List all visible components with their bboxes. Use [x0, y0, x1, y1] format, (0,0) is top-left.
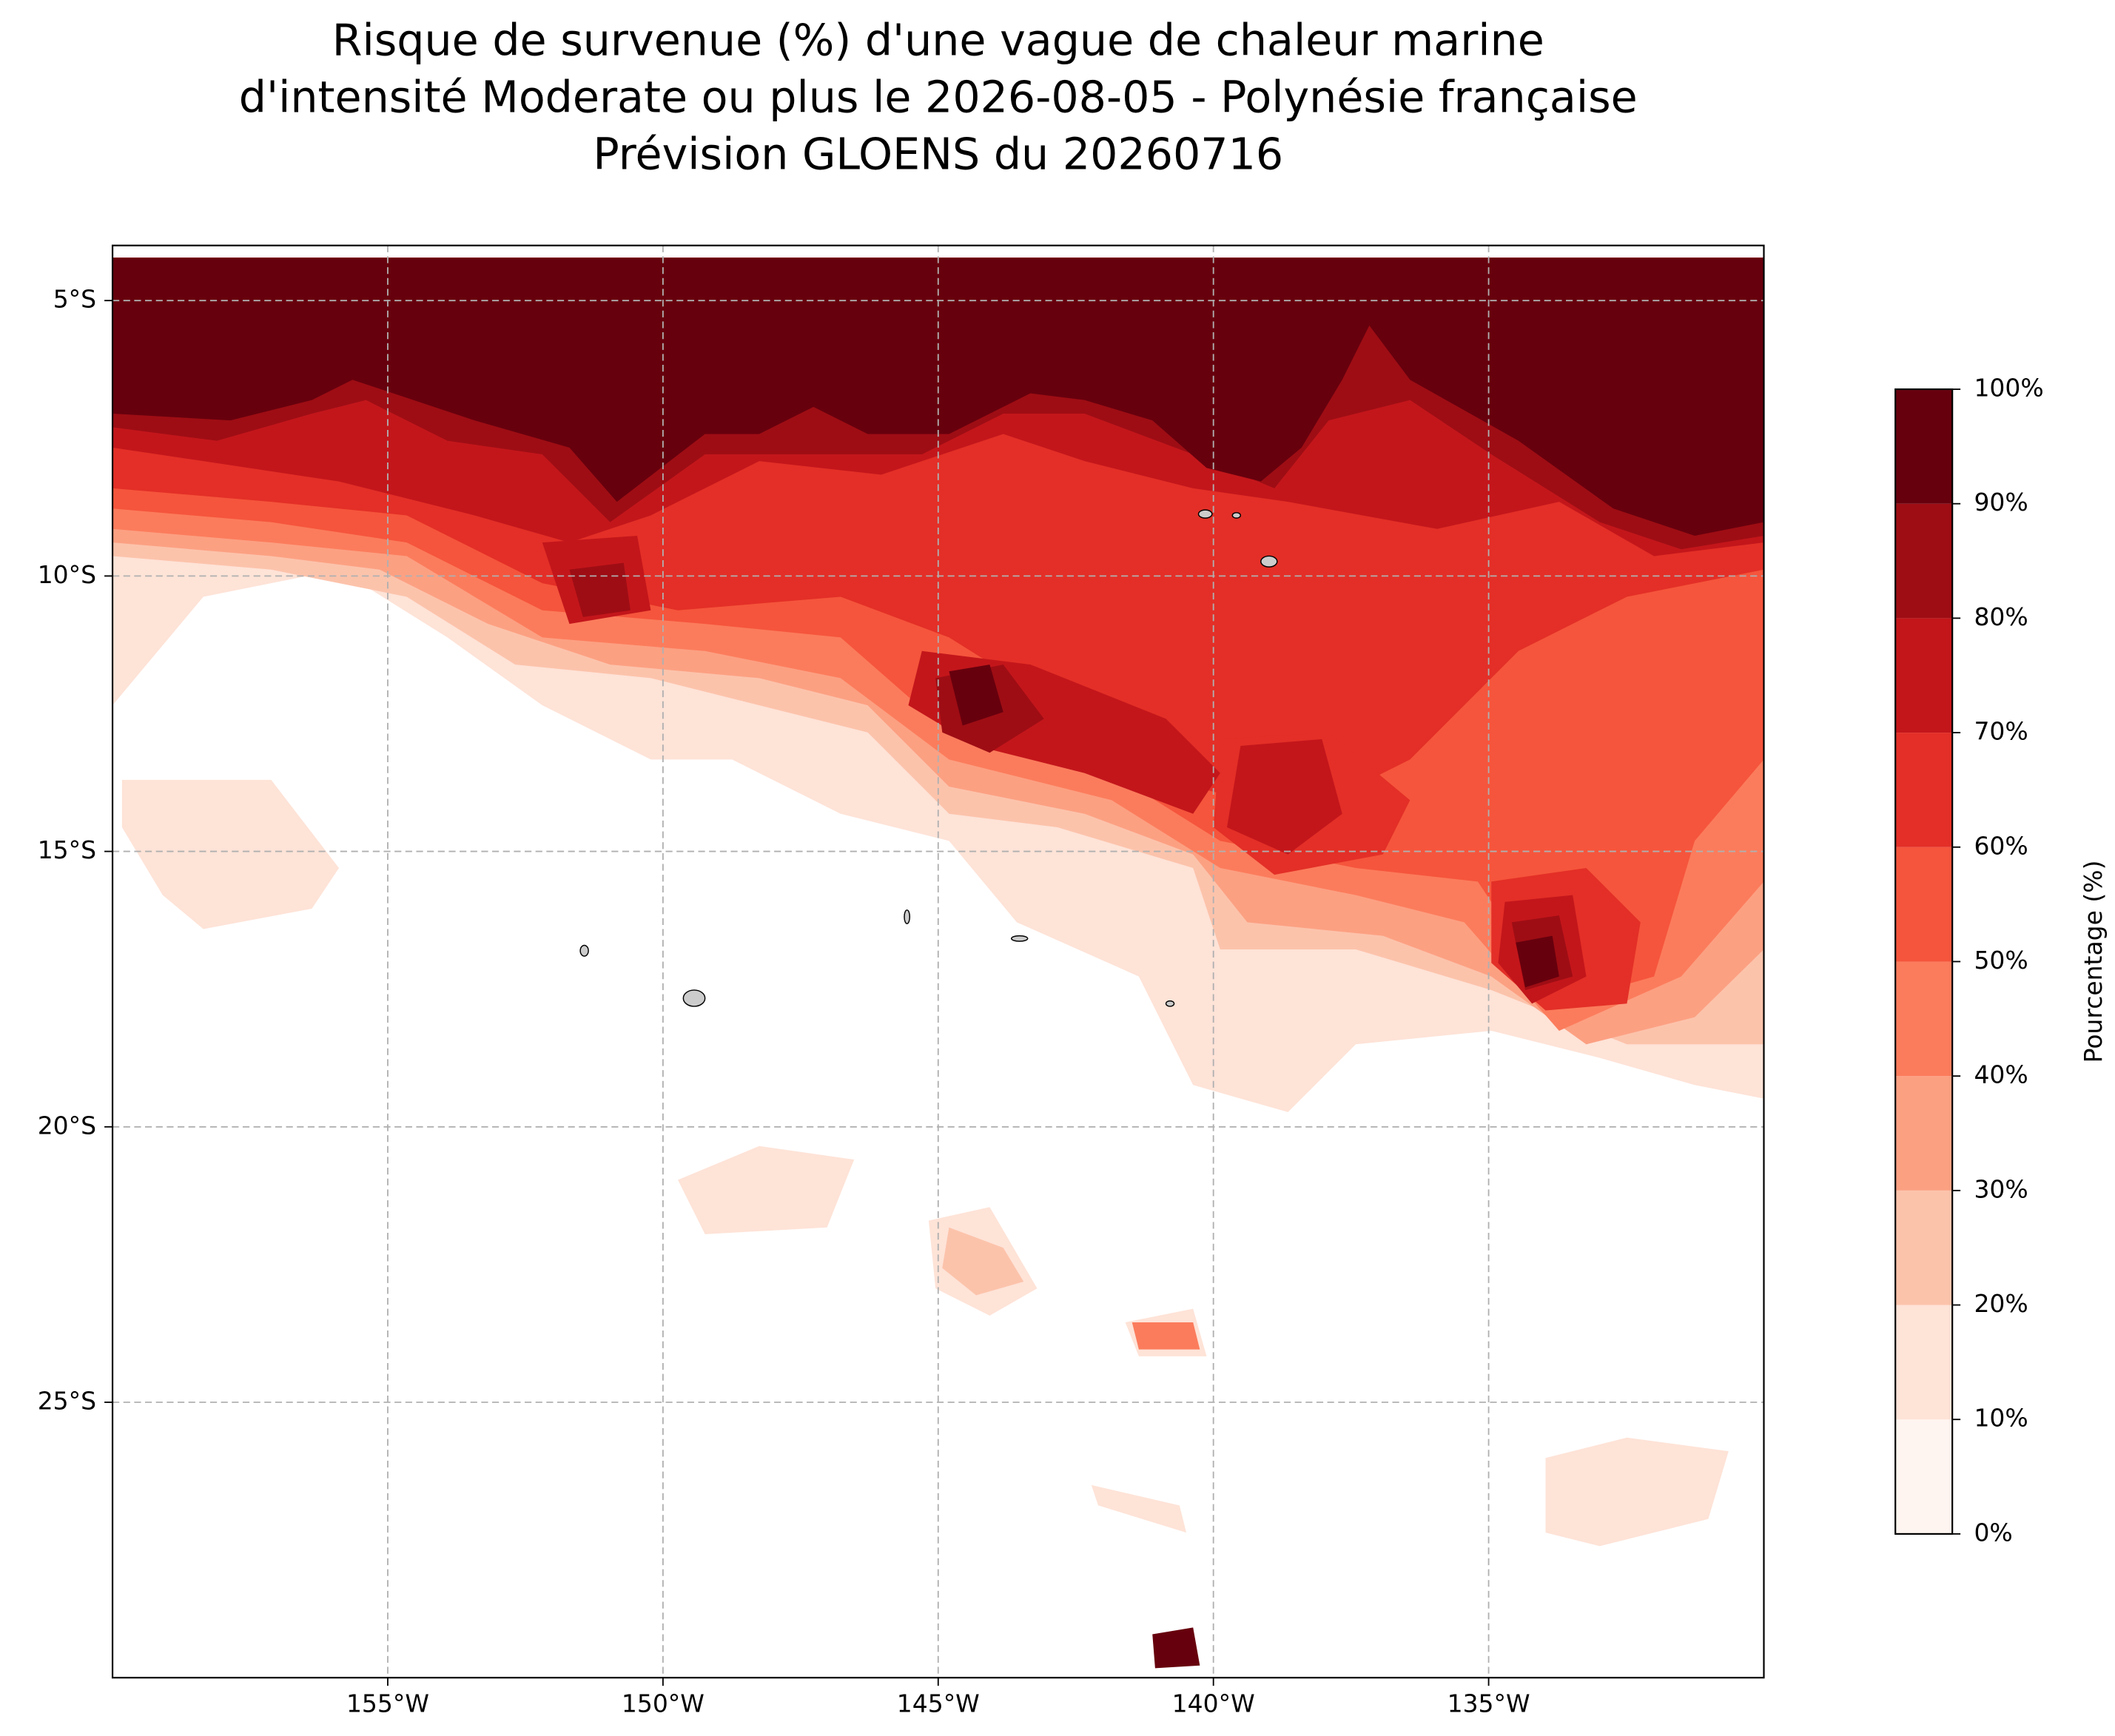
contour-region [1545, 1437, 1729, 1547]
colorbar-segment [1895, 1076, 1953, 1191]
colorbar-segment [1895, 503, 1953, 619]
x-tick-label: 145°W [897, 1689, 980, 1718]
contour-region [678, 1145, 855, 1234]
colorbar-tick-label: 50% [1974, 946, 2028, 975]
island [1197, 509, 1213, 519]
colorbar-segment [1895, 847, 1953, 962]
x-tick-label: 140°W [1172, 1689, 1255, 1718]
x-tick-label: 150°W [622, 1689, 705, 1718]
contour-region [1091, 1484, 1187, 1533]
island [1260, 555, 1278, 568]
island [1165, 1000, 1175, 1007]
contour-region [112, 258, 1764, 536]
colorbar-tick-label: 90% [1974, 488, 2028, 517]
contour-region [949, 665, 1003, 726]
colorbar-segment [1895, 389, 1953, 504]
title-line: Prévision GLOENS du 20260716 [593, 129, 1283, 180]
colorbar-tick-label: 80% [1974, 602, 2028, 631]
colorbar-tick-label: 60% [1974, 831, 2028, 860]
colorbar-segment [1895, 961, 1953, 1077]
colorbar-tick-label: 0% [1974, 1518, 2012, 1547]
colorbar-label: Pourcentage (%) [2079, 861, 2108, 1063]
island [579, 944, 589, 957]
contour-region [1227, 739, 1342, 855]
islands [579, 509, 1278, 1007]
contour-region [942, 1227, 1024, 1296]
colorbar-tick-label: 70% [1974, 717, 2028, 746]
colorbar-tick-label: 100% [1974, 374, 2043, 403]
y-tick-label: 20°S [38, 1111, 96, 1140]
colorbar-segment [1895, 733, 1953, 847]
x-tick-label: 135°W [1447, 1689, 1530, 1718]
title-line: d'intensité Moderate ou plus le 2026-08-… [239, 73, 1638, 123]
colorbar-segment [1895, 1305, 1953, 1420]
y-tick-label: 25°S [38, 1386, 96, 1415]
y-tick-label: 15°S [38, 835, 96, 864]
island [1010, 935, 1029, 942]
island [904, 909, 911, 924]
contour-region [1152, 1627, 1200, 1669]
title-line: Risque de survenue (%) d'une vague de ch… [332, 16, 1544, 66]
colorbar-segment [1895, 618, 1953, 733]
colorbar-tick-label: 30% [1974, 1174, 2028, 1203]
x-tick-label: 155°W [346, 1689, 429, 1718]
contour-region [121, 779, 340, 929]
contour-region [1516, 935, 1559, 988]
island [682, 989, 706, 1007]
colorbar-segment [1895, 1190, 1953, 1305]
y-tick-label: 5°S [53, 285, 96, 314]
colorbar-tick-label: 40% [1974, 1060, 2028, 1089]
contour-region [1132, 1322, 1200, 1350]
colorbar-segment [1895, 1419, 1953, 1534]
colorbar-tick-label: 10% [1974, 1404, 2028, 1433]
y-tick-label: 10°S [38, 560, 96, 589]
colorbar-tick-label: 20% [1974, 1289, 2028, 1318]
island [1231, 512, 1242, 519]
